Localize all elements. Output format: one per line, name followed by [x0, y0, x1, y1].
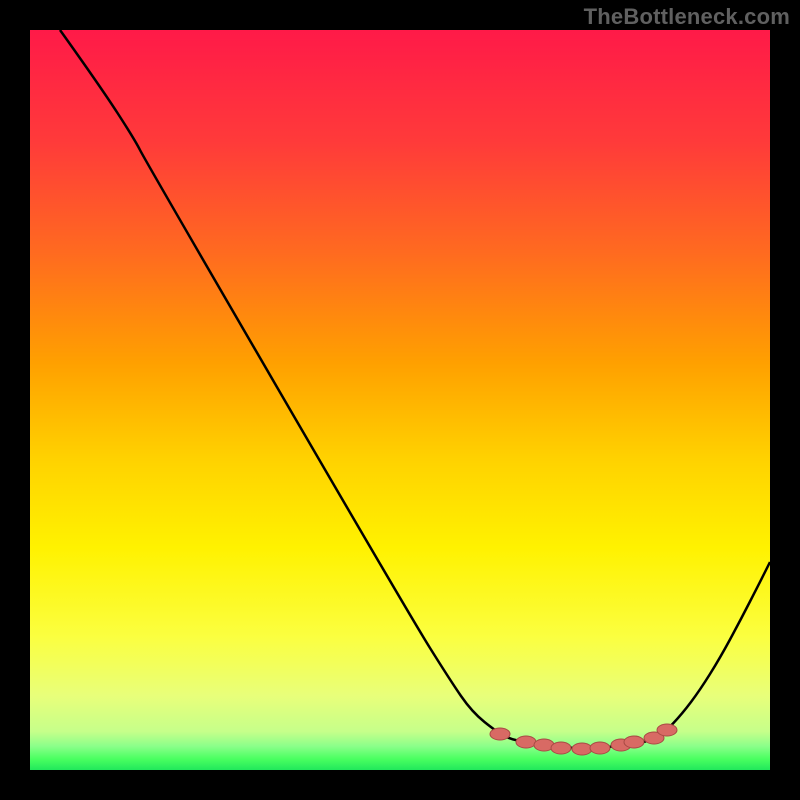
- bottleneck-chart: [0, 0, 800, 800]
- chart-container: { "watermark": { "text": "TheBottleneck.…: [0, 0, 800, 800]
- marker-dot: [657, 724, 677, 736]
- marker-dot: [516, 736, 536, 748]
- watermark-label: TheBottleneck.com: [584, 4, 790, 30]
- marker-dot: [624, 736, 644, 748]
- plot-background: [30, 30, 770, 770]
- marker-dot: [572, 743, 592, 755]
- marker-dot: [490, 728, 510, 740]
- marker-dot: [590, 742, 610, 754]
- marker-dot: [551, 742, 571, 754]
